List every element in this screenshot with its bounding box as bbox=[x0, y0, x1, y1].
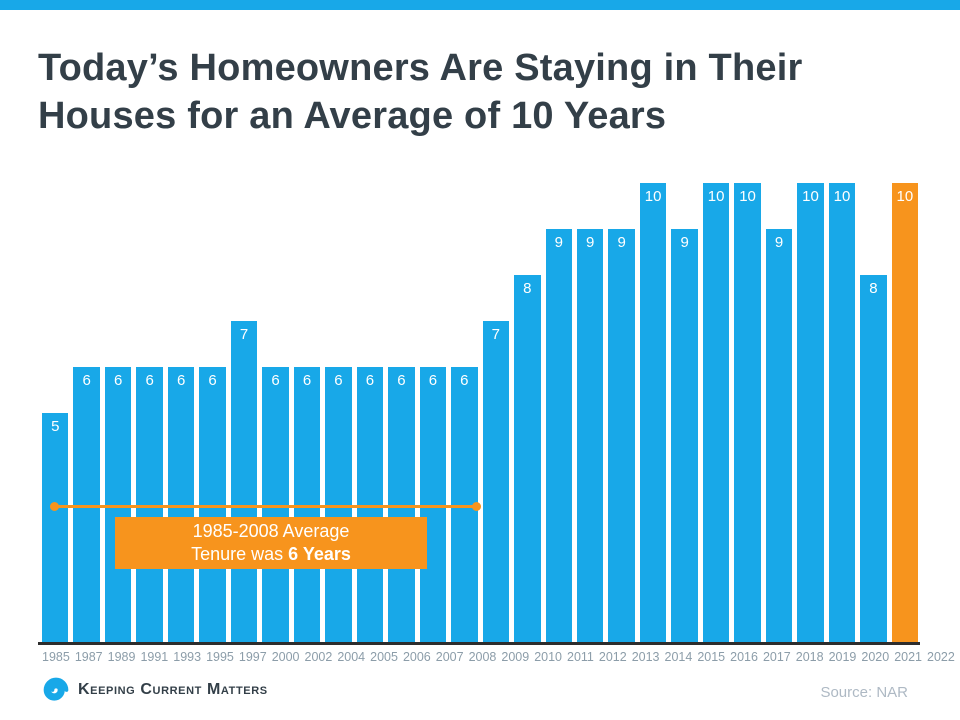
bar: 9 bbox=[608, 229, 635, 643]
x-axis-label: 1989 bbox=[107, 650, 136, 664]
bar: 9 bbox=[576, 229, 604, 643]
x-axis-label: 2002 bbox=[304, 650, 333, 664]
annotation-span-line bbox=[55, 505, 477, 508]
bar-value-label: 6 bbox=[176, 372, 186, 389]
bar: 10 bbox=[702, 183, 730, 643]
kcm-spiral-logo-icon bbox=[43, 677, 69, 701]
x-axis-label: 2006 bbox=[402, 650, 431, 664]
top-accent-strip bbox=[0, 0, 960, 10]
annotation-span-dot-right bbox=[472, 502, 481, 511]
x-axis-label: 2015 bbox=[697, 650, 726, 664]
x-axis-label: 2013 bbox=[631, 650, 660, 664]
x-axis-label: 2016 bbox=[730, 650, 758, 664]
brand-name: Keeping Current Matters bbox=[78, 681, 268, 698]
bar-value-label: 10 bbox=[707, 188, 725, 205]
x-axis-label: 2012 bbox=[598, 650, 627, 664]
bar: 10 bbox=[639, 183, 667, 643]
bar-value-label: 9 bbox=[617, 234, 626, 251]
bar-value-label: 6 bbox=[460, 372, 469, 389]
bar-value-label: 10 bbox=[802, 188, 819, 205]
x-axis-label: 2018 bbox=[795, 650, 824, 664]
bar: 7 bbox=[482, 321, 510, 643]
bar-value-label: 6 bbox=[114, 372, 123, 389]
bar-value-label: 6 bbox=[145, 372, 154, 389]
bar: 8 bbox=[514, 275, 541, 643]
annotation-callout: 1985-2008 Average Tenure was 6 Years bbox=[115, 517, 427, 569]
bar-value-label: 10 bbox=[896, 188, 914, 205]
bar-value-label: 7 bbox=[491, 326, 500, 343]
bar: 10 bbox=[891, 183, 919, 643]
x-axis-label: 2020 bbox=[861, 650, 890, 664]
bar-value-label: 8 bbox=[523, 280, 532, 297]
bar: 5 bbox=[42, 413, 69, 643]
page-title-line1: Today’s Homeowners Are Staying in Their bbox=[38, 47, 803, 89]
bar-value-label: 6 bbox=[334, 372, 343, 389]
page-title: Today’s Homeowners Are Staying in Their … bbox=[38, 44, 928, 140]
x-axis-label: 2017 bbox=[762, 650, 791, 664]
bar: 9 bbox=[671, 229, 698, 643]
bar: 10 bbox=[828, 183, 856, 643]
x-axis-label: 2009 bbox=[501, 650, 530, 664]
x-axis-label: 2014 bbox=[664, 650, 693, 664]
x-axis-label: 2010 bbox=[534, 650, 562, 664]
bar-value-label: 10 bbox=[644, 188, 662, 205]
annotation-line2: Tenure was 6 Years bbox=[191, 544, 351, 564]
x-axis-label: 2005 bbox=[370, 650, 398, 664]
bar-chart: 5 6 6 6 6 6 7 6 6 6 6 6 6 6 7 8 9 9 9 10 9 10 10 9 10 10 8 10 bbox=[42, 183, 919, 643]
page-title-line2: Houses for an Average of 10 Years bbox=[38, 95, 667, 137]
x-axis-label: 2019 bbox=[828, 650, 857, 664]
bar-value-label: 6 bbox=[397, 372, 406, 389]
x-axis-label: 2011 bbox=[567, 650, 594, 664]
x-axis-label: 1995 bbox=[206, 650, 234, 664]
x-axis-label: 2022 bbox=[927, 650, 955, 664]
bar-value-label: 6 bbox=[365, 372, 375, 389]
x-axis-line bbox=[38, 642, 920, 645]
bar-value-label: 9 bbox=[586, 234, 595, 251]
bar: 9 bbox=[545, 229, 572, 643]
bar-value-label: 6 bbox=[82, 372, 91, 389]
bar-value-label: 6 bbox=[302, 372, 312, 389]
x-axis-label: 2000 bbox=[271, 650, 300, 664]
bar: 9 bbox=[765, 229, 793, 643]
x-axis-label: 1985 bbox=[42, 650, 70, 664]
annotation-line1: 1985-2008 Average bbox=[192, 521, 350, 541]
bar: 8 bbox=[860, 275, 887, 643]
x-axis-label: 2021 bbox=[894, 650, 923, 664]
bar-value-label: 10 bbox=[739, 188, 756, 205]
annotation-span-dot-left bbox=[50, 502, 59, 511]
bar-value-label: 9 bbox=[554, 234, 563, 251]
bar-value-label: 6 bbox=[271, 372, 280, 389]
x-axis-label: 1991 bbox=[140, 650, 169, 664]
bar-value-label: 10 bbox=[833, 188, 851, 205]
bar-value-label: 6 bbox=[428, 372, 438, 389]
bar: 10 bbox=[797, 183, 824, 643]
bar-value-label: 7 bbox=[239, 326, 249, 343]
bar-value-label: 9 bbox=[680, 234, 689, 251]
x-axis-label: 1987 bbox=[74, 650, 103, 664]
x-axis-label: 2008 bbox=[468, 650, 497, 664]
bar-value-label: 8 bbox=[869, 280, 878, 297]
bar-value-label: 6 bbox=[208, 372, 217, 389]
x-axis-label: 2004 bbox=[337, 650, 366, 664]
source-attribution: Source: NAR bbox=[820, 684, 908, 701]
bar: 10 bbox=[734, 183, 761, 643]
bar-value-label: 9 bbox=[774, 234, 784, 251]
bar-value-label: 5 bbox=[51, 418, 60, 435]
x-axis-labels: 1985 1987 1989 1991 1993 1995 1997 2000 2002 2004… bbox=[42, 650, 955, 664]
x-axis-label: 1997 bbox=[238, 650, 267, 664]
x-axis-label: 2007 bbox=[435, 650, 464, 664]
bar: 7 bbox=[230, 321, 258, 643]
x-axis-label: 1993 bbox=[173, 650, 202, 664]
